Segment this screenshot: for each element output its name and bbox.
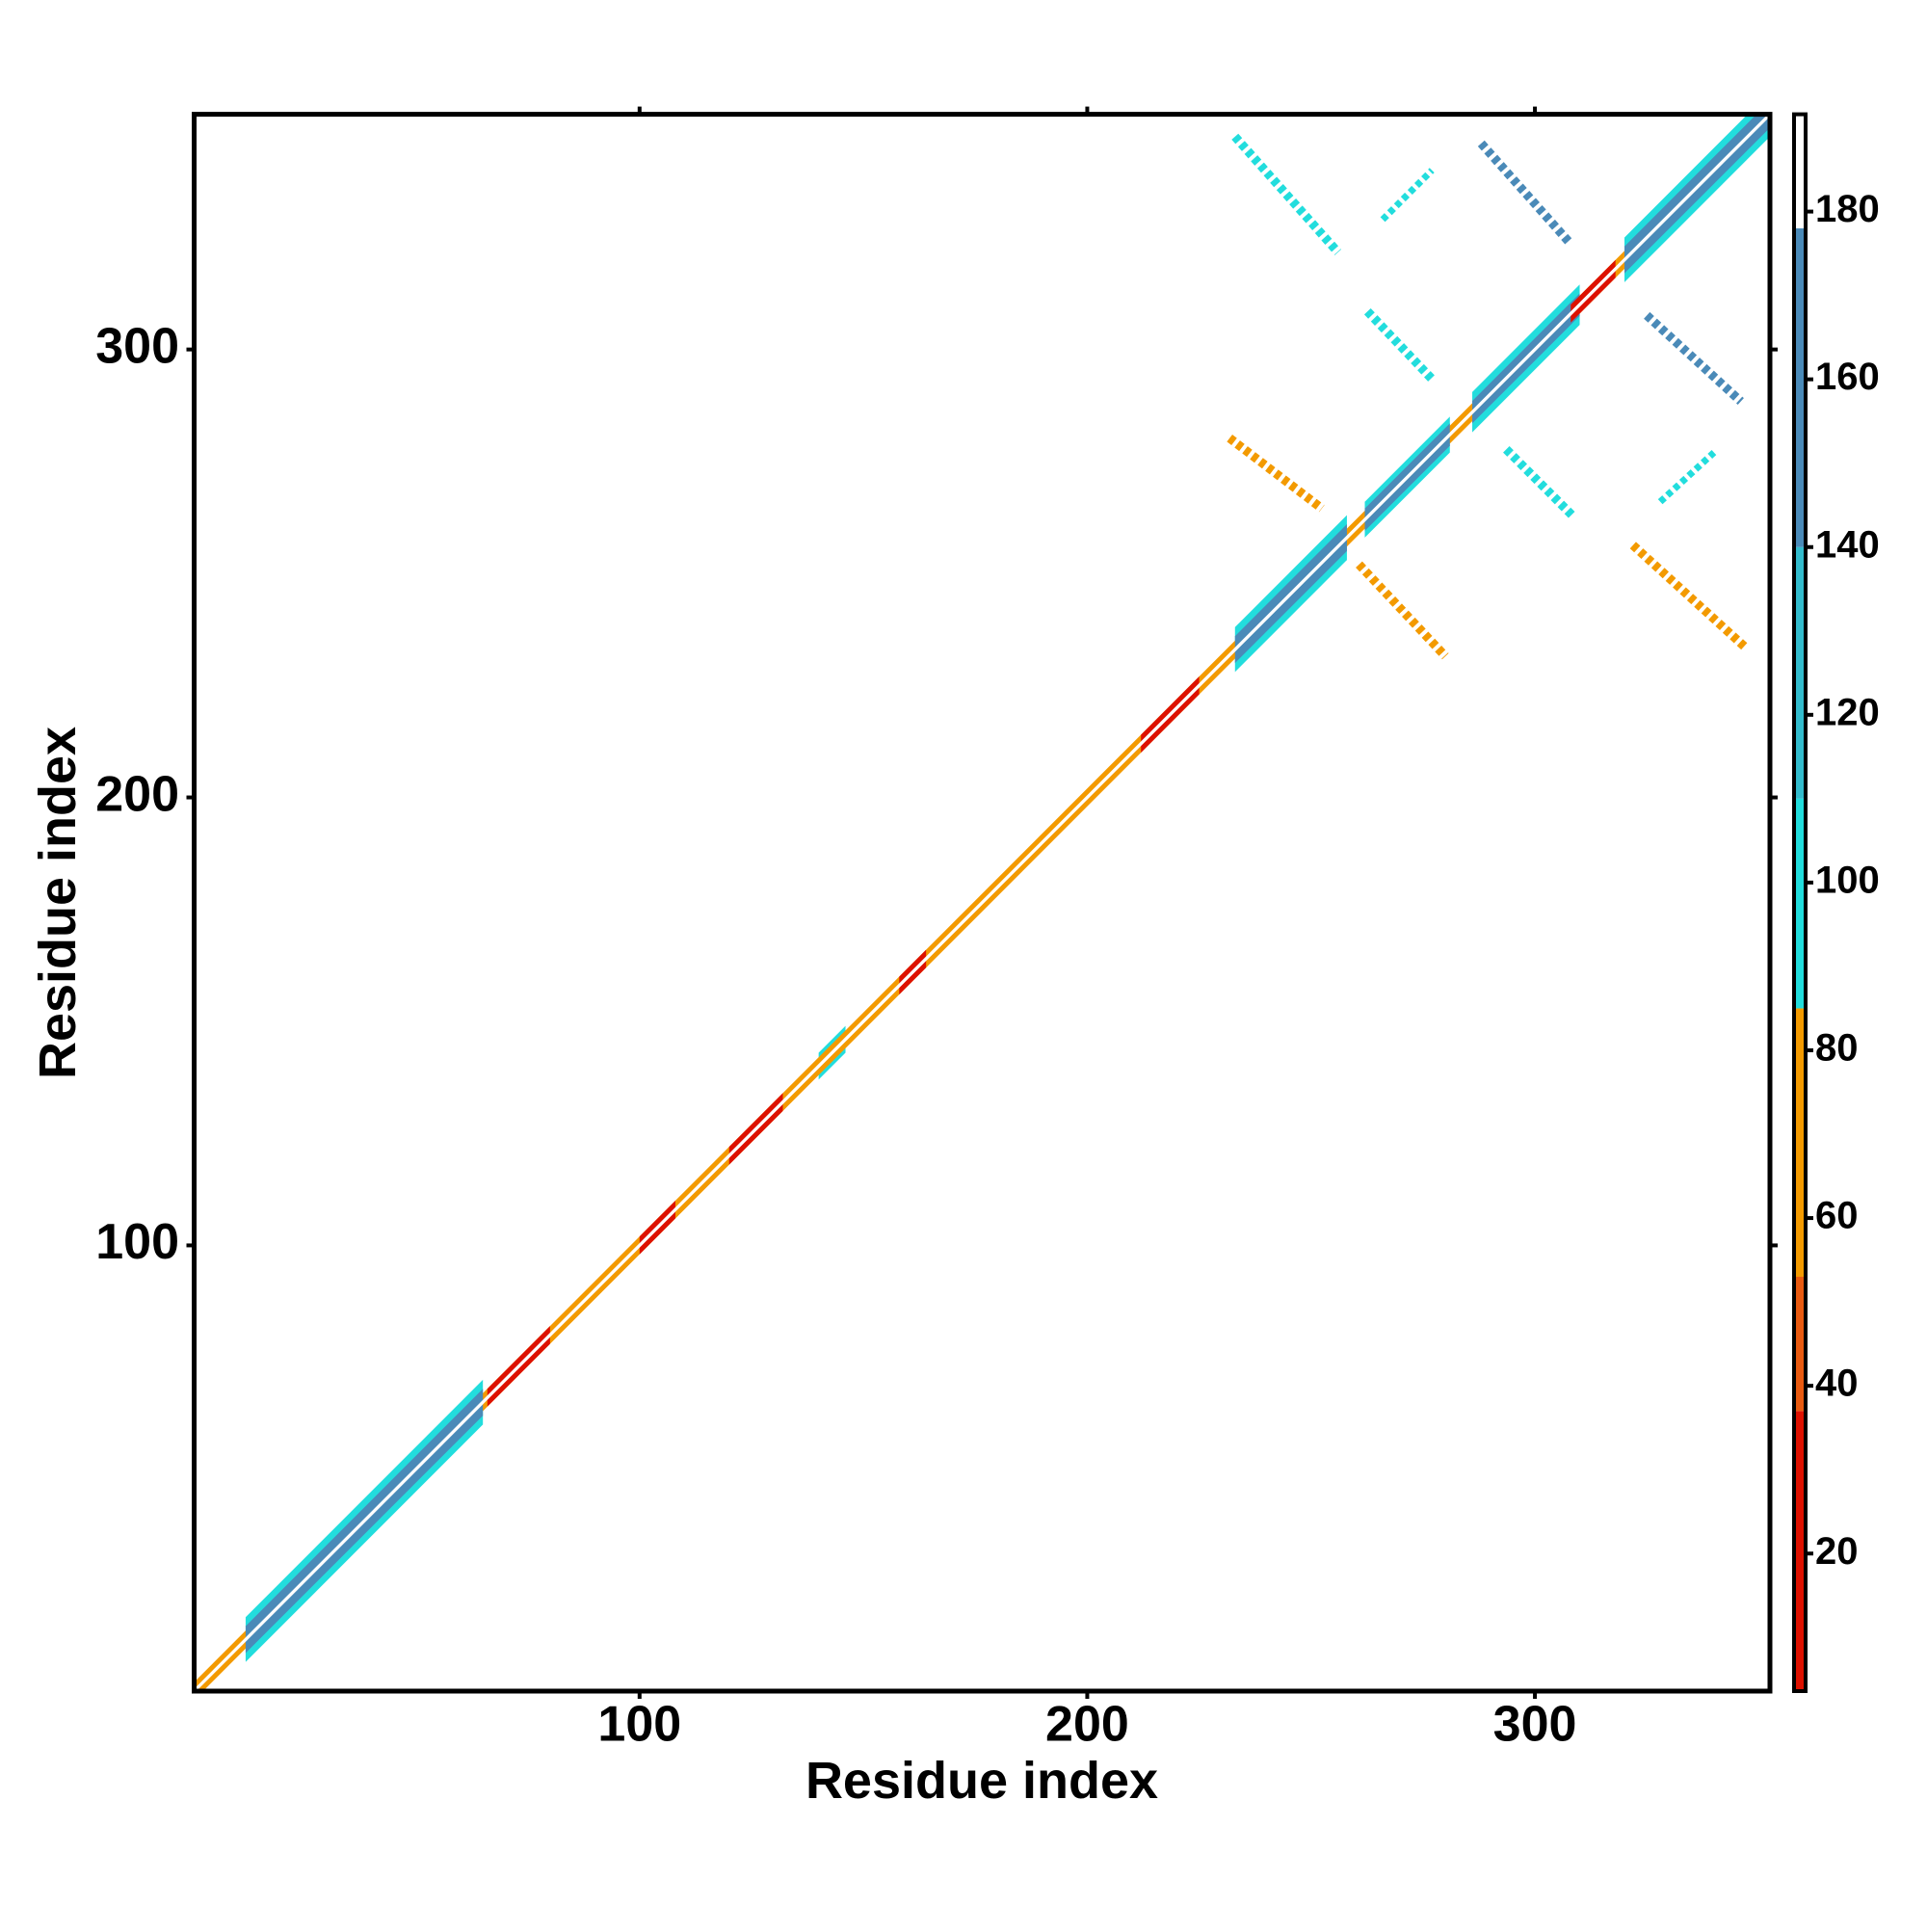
contact-streak bbox=[1380, 168, 1435, 223]
contact-streak bbox=[1644, 311, 1744, 406]
colorbar-tick-label: 140 bbox=[1815, 523, 1880, 566]
colorbar-segment bbox=[1794, 114, 1806, 228]
x-axis-title: Residue index bbox=[805, 1752, 1158, 1810]
colorbar-tick-label: 160 bbox=[1815, 356, 1880, 398]
contact-streak bbox=[1657, 450, 1717, 505]
contact-streak bbox=[1356, 561, 1449, 660]
colorbar-tick-label: 40 bbox=[1815, 1363, 1859, 1405]
colorbar-tick-label: 80 bbox=[1815, 1027, 1859, 1070]
colorbar-segment bbox=[1794, 1008, 1806, 1278]
x-tick-label: 300 bbox=[1493, 1697, 1577, 1753]
colorbar-frame bbox=[1792, 112, 1808, 1694]
diagonal-band bbox=[196, 114, 1768, 1692]
y-tick-label: 100 bbox=[95, 1214, 179, 1270]
contact-streak bbox=[1231, 133, 1342, 255]
colorbar-tick-label: 60 bbox=[1815, 1195, 1859, 1237]
contact-streak bbox=[1629, 542, 1749, 651]
colorbar-tick-label: 120 bbox=[1815, 691, 1880, 733]
contact-streak bbox=[1503, 446, 1577, 520]
colorbar-segment bbox=[1794, 1277, 1806, 1412]
y-tick-label: 300 bbox=[95, 318, 179, 374]
heatmap-area bbox=[196, 114, 1768, 1692]
contact-streak bbox=[1477, 140, 1572, 246]
colorbar-segment bbox=[1794, 1411, 1806, 1691]
colorbar-segment bbox=[1794, 227, 1806, 547]
x-tick-label: 200 bbox=[1045, 1697, 1129, 1753]
plot-frame bbox=[192, 112, 1773, 1694]
colorbar-tick-label: 100 bbox=[1815, 859, 1880, 901]
contact-streak bbox=[1363, 307, 1436, 383]
y-axis-title: Residue index bbox=[29, 727, 87, 1079]
colorbar-tick-label: 180 bbox=[1815, 188, 1880, 230]
colorbar-segment bbox=[1794, 798, 1806, 1009]
x-tick-label: 100 bbox=[597, 1697, 681, 1753]
y-tick-label: 200 bbox=[95, 766, 179, 822]
colorbar-segment bbox=[1794, 546, 1806, 799]
colorbar-tick-label: 20 bbox=[1815, 1530, 1859, 1573]
contact-streak bbox=[1227, 435, 1325, 513]
